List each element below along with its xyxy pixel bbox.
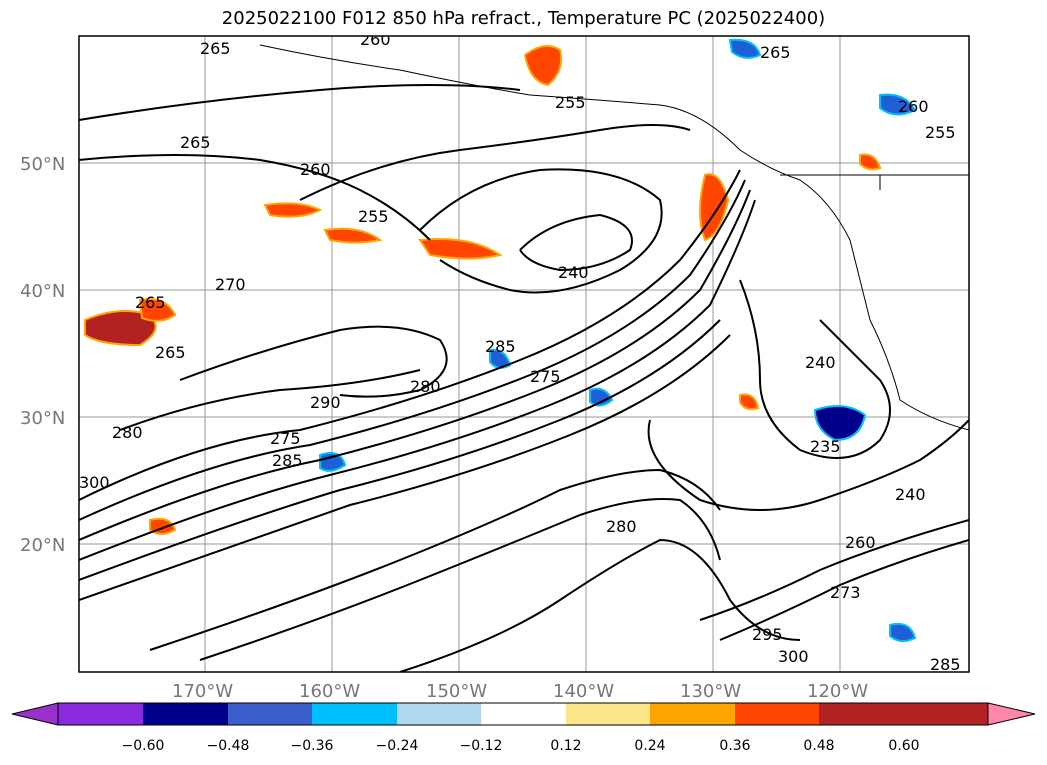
contour-label: 265 xyxy=(180,133,211,152)
contour-labels: 265 260 265 255 260 255 265 260 255 270 … xyxy=(79,30,961,674)
contour-label: 265 xyxy=(135,293,166,312)
contour-label: 275 xyxy=(270,429,301,448)
contour-label: 235 xyxy=(810,437,841,456)
colorbar-extension-low xyxy=(11,702,59,726)
temperature-contours xyxy=(79,84,969,672)
contour-label: 300 xyxy=(778,647,809,666)
contour-label: 255 xyxy=(925,123,956,142)
colorbar-tick: −0.48 xyxy=(207,738,250,754)
graticule xyxy=(79,36,969,672)
lon-label: 130°W xyxy=(680,681,741,702)
colorbar-tick: −0.24 xyxy=(376,738,419,754)
contour-label: 255 xyxy=(555,93,586,112)
lon-label: 160°W xyxy=(299,681,360,702)
map-content: 265 260 265 255 260 255 265 260 255 270 … xyxy=(79,30,969,674)
contour-label: 275 xyxy=(530,367,561,386)
colorbar-segment xyxy=(904,703,988,725)
colorbar-segment xyxy=(58,703,143,725)
lat-label: 20°N xyxy=(20,535,65,556)
colorbar-extension-high xyxy=(987,702,1036,726)
contour-label: 280 xyxy=(112,423,143,442)
colorbar-tick: 0.24 xyxy=(634,738,665,754)
contour-label: 300 xyxy=(79,473,110,492)
lat-label: 50°N xyxy=(20,154,65,175)
lon-label: 170°W xyxy=(172,681,233,702)
contour-label: 290 xyxy=(310,393,341,412)
colorbar-ticks: −0.60 −0.48 −0.36 −0.24 −0.12 0.12 0.24 … xyxy=(122,738,920,754)
lon-label: 140°W xyxy=(553,681,614,702)
contour-label: 240 xyxy=(895,485,926,504)
contour-label: 255 xyxy=(358,207,389,226)
colorbar-tick: 0.60 xyxy=(888,738,919,754)
colorbar-segment xyxy=(566,703,650,725)
colorbar-segment xyxy=(397,703,481,725)
contour-label: 265 xyxy=(200,39,231,58)
contour-label: 240 xyxy=(805,353,836,372)
lat-label: 30°N xyxy=(20,408,65,429)
contour-label: 265 xyxy=(155,343,186,362)
colorbar-segment xyxy=(735,703,819,725)
contour-label: 280 xyxy=(606,517,637,536)
contour-label: 240 xyxy=(558,263,589,282)
contour-label: 273 xyxy=(830,583,861,602)
contour-label: 260 xyxy=(898,97,929,116)
contour-label: 260 xyxy=(360,30,391,49)
colorbar-segment xyxy=(650,703,735,725)
lon-label: 150°W xyxy=(426,681,487,702)
colorbar-segment xyxy=(312,703,397,725)
colorbar-segment xyxy=(143,703,228,725)
colorbar xyxy=(11,702,1036,726)
longitude-labels: 170°W 160°W 150°W 140°W 130°W 120°W xyxy=(172,681,868,702)
colorbar-tick: −0.36 xyxy=(291,738,334,754)
contour-label: 280 xyxy=(410,377,441,396)
colorbar-tick: −0.12 xyxy=(460,738,503,754)
map-frame xyxy=(78,35,970,673)
colorbar-segment xyxy=(228,703,312,725)
contour-label: 295 xyxy=(752,625,783,644)
contour-label: 285 xyxy=(930,655,961,674)
colorbar-segment xyxy=(819,703,904,725)
colorbar-frame xyxy=(57,702,989,726)
coastlines xyxy=(259,44,969,431)
latitude-labels: 50°N 40°N 30°N 20°N xyxy=(20,154,65,556)
colorbar-tick: 0.36 xyxy=(719,738,750,754)
contour-label: 285 xyxy=(272,451,303,470)
colorbar-tick: 0.12 xyxy=(550,738,581,754)
colorbar-tick: 0.48 xyxy=(803,738,834,754)
map-title: 2025022100 F012 850 hPa refract., Temper… xyxy=(221,8,826,29)
contour-label: 265 xyxy=(760,43,791,62)
anomaly-shading xyxy=(84,38,917,642)
colorbar-segment xyxy=(481,703,566,725)
contour-label: 260 xyxy=(845,533,876,552)
lat-label: 40°N xyxy=(20,281,65,302)
contour-label: 260 xyxy=(300,160,331,179)
contour-label: 285 xyxy=(485,337,516,356)
colorbar-tick: −0.60 xyxy=(122,738,165,754)
lon-label: 120°W xyxy=(807,681,868,702)
contour-label: 270 xyxy=(215,275,246,294)
